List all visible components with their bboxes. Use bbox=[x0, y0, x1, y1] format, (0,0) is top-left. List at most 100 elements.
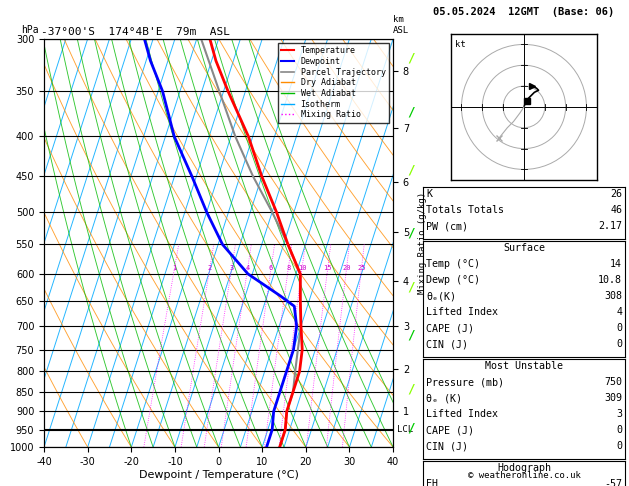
Temperature bbox=[206, 36, 214, 42]
Parcel Trajectory bbox=[296, 271, 304, 277]
Dewpoint bbox=[263, 444, 270, 450]
Text: 0: 0 bbox=[616, 425, 622, 435]
Dewpoint bbox=[265, 435, 273, 441]
Text: /: / bbox=[407, 227, 415, 240]
Parcel Trajectory bbox=[198, 36, 205, 42]
Parcel Trajectory bbox=[284, 242, 292, 247]
Temperature bbox=[276, 444, 284, 450]
Temperature bbox=[296, 271, 304, 277]
Dewpoint bbox=[244, 271, 252, 277]
Temperature bbox=[245, 134, 252, 139]
Text: Pressure (mb): Pressure (mb) bbox=[426, 377, 504, 387]
Text: Totals Totals: Totals Totals bbox=[426, 205, 504, 215]
Parcel Trajectory bbox=[216, 88, 223, 94]
Text: 3: 3 bbox=[616, 409, 622, 419]
Text: PW (cm): PW (cm) bbox=[426, 221, 469, 231]
Text: Hodograph: Hodograph bbox=[497, 463, 551, 473]
Temperature bbox=[224, 88, 231, 94]
Temperature bbox=[296, 368, 303, 374]
Text: 3: 3 bbox=[230, 265, 234, 271]
Text: CIN (J): CIN (J) bbox=[426, 441, 469, 451]
Text: 15: 15 bbox=[323, 265, 332, 271]
Text: K: K bbox=[426, 189, 433, 199]
Text: 0: 0 bbox=[616, 441, 622, 451]
Line: Dewpoint: Dewpoint bbox=[145, 39, 297, 447]
Text: 308: 308 bbox=[604, 291, 622, 301]
Text: Lifted Index: Lifted Index bbox=[426, 409, 498, 419]
Parcel Trajectory bbox=[291, 368, 299, 374]
Parcel Trajectory bbox=[294, 347, 302, 352]
Temperature bbox=[296, 298, 304, 304]
Text: /: / bbox=[407, 164, 415, 176]
Text: -57: -57 bbox=[604, 479, 622, 486]
Legend: Temperature, Dewpoint, Parcel Trajectory, Dry Adiabat, Wet Adiabat, Isotherm, Mi: Temperature, Dewpoint, Parcel Trajectory… bbox=[278, 43, 389, 122]
Parcel Trajectory bbox=[276, 444, 284, 450]
Parcel Trajectory bbox=[296, 298, 304, 304]
Text: 8: 8 bbox=[286, 265, 291, 271]
Parcel Trajectory bbox=[289, 389, 297, 395]
Text: /: / bbox=[407, 382, 415, 395]
Temperature bbox=[283, 408, 291, 414]
Text: θₑ (K): θₑ (K) bbox=[426, 393, 462, 403]
Text: Mixing Ratio (g/kg): Mixing Ratio (g/kg) bbox=[418, 192, 427, 294]
Text: hPa: hPa bbox=[21, 25, 39, 35]
Dewpoint bbox=[147, 58, 154, 64]
Dewpoint bbox=[291, 303, 298, 309]
Text: CIN (J): CIN (J) bbox=[426, 339, 469, 349]
Text: 10.8: 10.8 bbox=[598, 275, 622, 285]
Text: 26: 26 bbox=[610, 189, 622, 199]
Dewpoint bbox=[290, 347, 298, 352]
Temperature bbox=[298, 347, 306, 352]
Dewpoint bbox=[293, 323, 301, 329]
Line: Parcel Trajectory: Parcel Trajectory bbox=[201, 39, 301, 447]
Dewpoint bbox=[203, 209, 211, 215]
Line: Temperature: Temperature bbox=[210, 39, 302, 447]
Temperature bbox=[273, 209, 281, 215]
Text: 14: 14 bbox=[610, 259, 622, 269]
Text: kt: kt bbox=[455, 40, 466, 49]
Dewpoint bbox=[159, 88, 166, 94]
Text: Dewp (°C): Dewp (°C) bbox=[426, 275, 481, 285]
Dewpoint bbox=[276, 389, 284, 395]
Dewpoint bbox=[276, 293, 284, 299]
Text: LCL: LCL bbox=[397, 424, 413, 434]
Parcel Trajectory bbox=[281, 427, 289, 433]
Parcel Trajectory bbox=[249, 174, 257, 179]
Text: 46: 46 bbox=[610, 205, 622, 215]
Text: 4: 4 bbox=[616, 307, 622, 317]
Text: /: / bbox=[407, 329, 415, 342]
Text: θₑ(K): θₑ(K) bbox=[426, 291, 457, 301]
Text: EH: EH bbox=[426, 479, 438, 486]
Parcel Trajectory bbox=[283, 408, 291, 414]
Text: Most Unstable: Most Unstable bbox=[485, 361, 563, 371]
Dewpoint bbox=[269, 427, 276, 433]
Text: 0: 0 bbox=[616, 323, 622, 333]
Dewpoint bbox=[188, 174, 196, 179]
Temperature bbox=[212, 58, 220, 64]
Text: 10: 10 bbox=[298, 265, 306, 271]
X-axis label: Dewpoint / Temperature (°C): Dewpoint / Temperature (°C) bbox=[138, 469, 299, 480]
Text: Surface: Surface bbox=[503, 243, 545, 253]
Text: CAPE (J): CAPE (J) bbox=[426, 425, 474, 435]
Parcel Trajectory bbox=[269, 209, 276, 215]
Text: 2: 2 bbox=[208, 265, 212, 271]
Text: CAPE (J): CAPE (J) bbox=[426, 323, 474, 333]
Text: 750: 750 bbox=[604, 377, 622, 387]
Temperature bbox=[279, 435, 286, 441]
Text: /: / bbox=[407, 52, 415, 65]
Text: © weatheronline.co.uk: © weatheronline.co.uk bbox=[467, 471, 581, 480]
Text: /: / bbox=[407, 105, 415, 118]
Text: /: / bbox=[407, 421, 415, 434]
Dewpoint bbox=[141, 36, 148, 42]
Text: 20: 20 bbox=[342, 265, 351, 271]
Text: Lifted Index: Lifted Index bbox=[426, 307, 498, 317]
Text: km
ASL: km ASL bbox=[393, 16, 409, 35]
Text: 05.05.2024  12GMT  (Base: 06): 05.05.2024 12GMT (Base: 06) bbox=[433, 7, 615, 17]
Dewpoint bbox=[270, 408, 277, 414]
Dewpoint bbox=[170, 134, 178, 139]
Text: /: / bbox=[407, 280, 415, 293]
Dewpoint bbox=[219, 242, 226, 247]
Parcel Trajectory bbox=[231, 134, 239, 139]
Temperature bbox=[284, 242, 292, 247]
Text: 0: 0 bbox=[616, 339, 622, 349]
